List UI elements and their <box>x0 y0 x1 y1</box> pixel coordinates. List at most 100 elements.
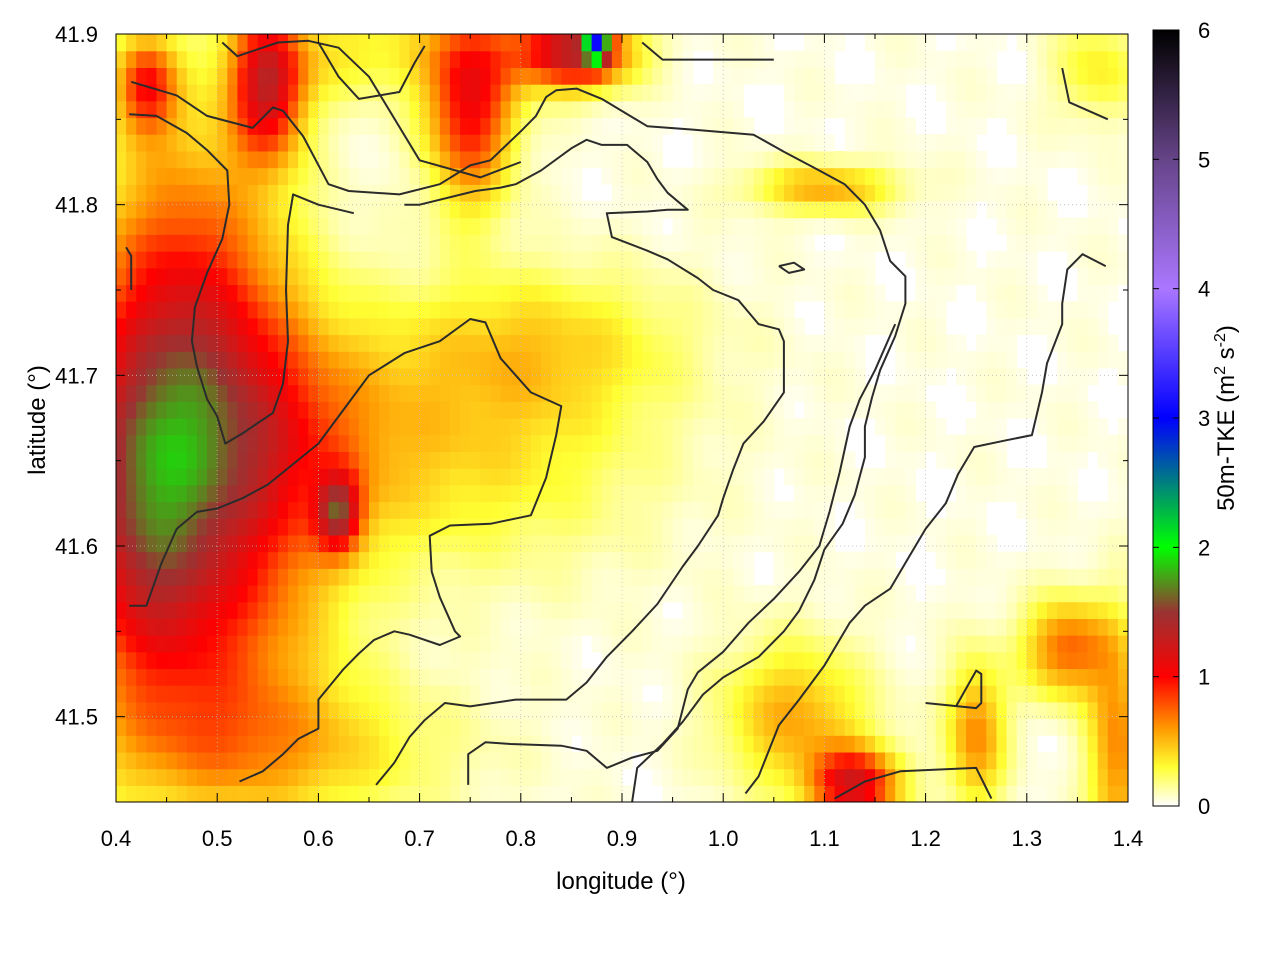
heat-cell <box>986 685 998 703</box>
heat-cell <box>288 451 299 469</box>
heat-cell <box>1026 401 1038 419</box>
heat-cell <box>804 601 815 619</box>
heat-cell <box>733 785 745 802</box>
heat-cell <box>247 200 259 219</box>
heat-cell <box>976 501 987 519</box>
heat-cell <box>429 367 441 386</box>
heat-cell <box>419 685 431 703</box>
heat-cell <box>439 50 451 68</box>
heat-cell <box>267 618 279 636</box>
heat-cell <box>247 618 259 636</box>
heat-cell <box>217 117 228 135</box>
heat-cell <box>318 751 330 770</box>
heat-cell <box>298 134 309 152</box>
heat-cell <box>875 67 886 85</box>
heat-cell <box>652 301 664 319</box>
heat-cell <box>318 584 330 603</box>
heat-cell <box>955 718 967 736</box>
heat-cell <box>379 735 390 753</box>
heat-cell <box>1057 584 1068 603</box>
heat-cell <box>844 200 856 219</box>
heat-cell <box>369 200 380 219</box>
heat-cell <box>490 418 502 436</box>
heat-cell <box>905 584 917 603</box>
heat-cell <box>642 668 653 686</box>
heat-cell <box>308 685 319 703</box>
heat-cell <box>419 668 431 686</box>
heat-cell <box>136 484 147 503</box>
heat-cell <box>1057 100 1068 119</box>
heat-cell <box>379 651 390 670</box>
heat-cell <box>996 167 1008 185</box>
heat-cell <box>885 501 896 519</box>
heat-cell <box>561 785 572 802</box>
heat-cell <box>1026 134 1038 152</box>
heat-cell <box>935 134 947 152</box>
heat-cell <box>1006 200 1018 219</box>
heat-cell <box>520 317 532 336</box>
heat-cell <box>723 351 734 369</box>
heat-cell <box>955 150 967 169</box>
heat-cell <box>480 67 492 85</box>
heat-cell <box>277 668 289 686</box>
heat-cell <box>915 668 927 686</box>
heat-cell <box>662 584 674 603</box>
heat-cell <box>925 150 937 169</box>
heat-cell <box>743 67 755 85</box>
heat-cell <box>460 401 471 419</box>
heat-cell <box>409 785 421 802</box>
heat-cell <box>207 718 218 736</box>
heat-cell <box>399 284 411 302</box>
heat-cell <box>966 50 977 68</box>
heat-cell <box>308 167 319 185</box>
heat-cell <box>490 117 502 135</box>
heat-cell <box>237 635 249 653</box>
heat-cell <box>834 351 846 369</box>
heat-cell <box>702 167 714 185</box>
heat-cell <box>227 685 239 703</box>
heat-cell <box>257 150 269 169</box>
heat-cell <box>1026 84 1038 102</box>
heat-cell <box>217 651 228 670</box>
heat-cell <box>986 184 998 202</box>
heat-cell <box>642 584 653 603</box>
heat-cell <box>207 651 218 670</box>
heat-cell <box>935 718 947 736</box>
heat-cell <box>561 367 572 386</box>
heat-cell <box>682 34 694 52</box>
heat-cell <box>126 317 137 336</box>
heat-cell <box>692 568 704 586</box>
heat-cell <box>409 200 421 219</box>
heat-cell <box>692 618 704 636</box>
heat-cell <box>237 668 249 686</box>
heat-cell <box>1097 200 1109 219</box>
heat-cell <box>541 234 552 252</box>
heat-cell <box>804 768 815 786</box>
heat-cell <box>783 234 795 252</box>
heat-cell <box>328 200 340 219</box>
heat-cell <box>510 501 522 519</box>
heat-cell <box>298 401 309 419</box>
heat-cell <box>611 367 623 386</box>
heat-cell <box>844 150 856 169</box>
heat-cell <box>864 534 876 553</box>
heat-cell <box>763 651 775 670</box>
heat-cell <box>227 534 239 553</box>
heat-cell <box>804 251 815 269</box>
x-tick-label: 1.2 <box>910 826 941 851</box>
heat-cell <box>1016 200 1028 219</box>
heat-cell <box>196 418 208 436</box>
heat-cell <box>460 785 471 802</box>
heat-cell <box>622 50 633 68</box>
heat-cell <box>713 584 724 603</box>
heat-cell <box>480 785 492 802</box>
heat-cell <box>541 334 552 352</box>
heat-cell <box>237 84 249 102</box>
heat-cell <box>692 34 704 52</box>
heat-cell <box>146 635 158 653</box>
heat-cell <box>318 284 330 302</box>
heat-cell <box>257 251 269 269</box>
heat-cell <box>662 568 674 586</box>
heat-cell <box>763 284 775 302</box>
heat-cell <box>1057 334 1068 352</box>
